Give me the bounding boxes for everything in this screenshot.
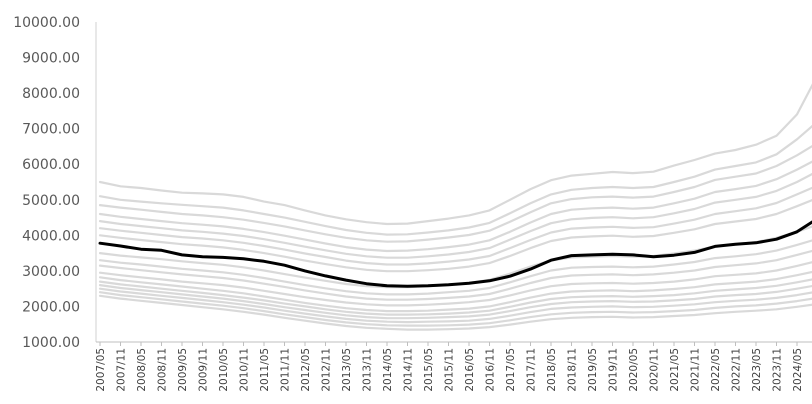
background-series-line — [98, 291, 812, 327]
x-tick-label: 2009/05 — [177, 348, 189, 392]
y-tick-label: 9000.00 — [22, 51, 80, 67]
x-tick-label: 2021/05 — [669, 348, 681, 392]
x-tick-label: 2010/11 — [239, 348, 251, 392]
background-series-line — [98, 83, 812, 226]
background-series-line — [98, 124, 812, 236]
x-tick-label: 2007/05 — [95, 348, 107, 392]
y-axis-ticks: 10000.00 9000.00 8000.00 7000.00 6000.00 5000… — [13, 15, 80, 351]
y-tick-label: 8000.00 — [22, 86, 80, 102]
y-tick-label: 1000.00 — [22, 335, 80, 351]
background-series-line — [98, 287, 812, 324]
background-series-line — [98, 172, 812, 259]
x-tick-label: 2010/05 — [218, 348, 230, 392]
x-tick-label: 2016/11 — [485, 348, 497, 392]
x-tick-label: 2023/05 — [751, 348, 763, 392]
y-tick-label: 10000.00 — [13, 15, 80, 31]
highlight-series-group — [98, 220, 812, 288]
background-series-line — [98, 261, 812, 307]
y-tick-label: 2000.00 — [22, 299, 80, 315]
x-tick-label: 2018/11 — [567, 348, 579, 392]
x-tick-label: 2024/05 — [792, 348, 804, 392]
highlight-series-line — [98, 220, 812, 288]
x-tick-label: 2016/05 — [464, 348, 476, 392]
y-tick-label: 4000.00 — [22, 228, 80, 244]
x-tick-label: 2020/11 — [649, 348, 661, 392]
x-tick-label: 2012/05 — [300, 348, 312, 392]
x-tick-label: 2017/11 — [526, 348, 538, 392]
x-tick-label: 2023/11 — [772, 348, 784, 392]
x-tick-label: 2012/11 — [321, 348, 333, 392]
x-tick-label: 2011/11 — [280, 348, 292, 392]
x-tick-label: 2018/05 — [546, 348, 558, 392]
y-tick-label: 6000.00 — [22, 157, 80, 173]
x-tick-label: 2015/11 — [444, 348, 456, 392]
background-series-line — [98, 160, 812, 253]
background-series-group — [98, 83, 812, 331]
background-series-line — [98, 284, 812, 320]
x-tick-label: 2019/05 — [587, 348, 599, 392]
x-tick-label: 2022/05 — [710, 348, 722, 392]
x-tick-label: 2014/05 — [382, 348, 394, 392]
y-tick-label: 5000.00 — [22, 193, 80, 209]
x-tick-label: 2008/05 — [136, 348, 148, 392]
x-tick-label: 2014/11 — [403, 348, 415, 392]
x-tick-label: 2011/05 — [259, 348, 271, 392]
y-tick-label: 7000.00 — [22, 122, 80, 138]
x-tick-label: 2021/11 — [690, 348, 702, 392]
x-tick-label: 2020/05 — [628, 348, 640, 392]
x-tick-label: 2009/11 — [198, 348, 210, 392]
background-series-line — [98, 294, 812, 331]
x-tick-label: 2019/11 — [608, 348, 620, 392]
background-series-line — [98, 278, 812, 316]
x-tick-label: 2013/05 — [341, 348, 353, 392]
x-axis-ticks: 2007/05 2007/11 2008/05 2008/11 2009/05 2009/… — [95, 342, 804, 392]
background-series-line — [98, 199, 812, 273]
x-tick-label: 2017/05 — [505, 348, 517, 392]
background-series-line — [98, 249, 812, 301]
x-tick-label: 2007/11 — [116, 348, 128, 392]
x-tick-label: 2022/11 — [731, 348, 743, 392]
background-series-line — [98, 144, 812, 243]
y-tick-label: 3000.00 — [22, 264, 80, 280]
x-tick-label: 2013/11 — [362, 348, 374, 392]
background-series-line — [98, 186, 812, 266]
x-tick-label: 2015/05 — [423, 348, 435, 392]
background-series-line — [98, 270, 812, 313]
background-series-line — [98, 239, 812, 296]
x-tick-label: 2008/11 — [157, 348, 169, 392]
